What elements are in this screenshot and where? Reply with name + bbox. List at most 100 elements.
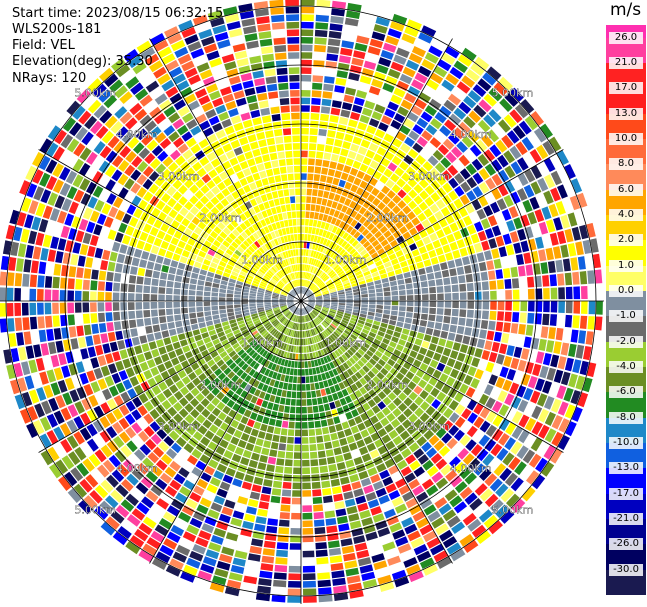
velocity-gate — [65, 170, 78, 185]
velocity-gate — [296, 391, 301, 399]
velocity-gate — [199, 156, 210, 167]
velocity-gate — [231, 190, 240, 200]
velocity-gate — [107, 135, 120, 149]
velocity-gate — [373, 275, 381, 281]
velocity-gate — [341, 545, 355, 554]
velocity-gate — [456, 141, 468, 153]
velocity-gate — [419, 390, 429, 400]
velocity-gate — [284, 267, 289, 274]
velocity-gate — [284, 328, 289, 335]
velocity-gate — [226, 399, 235, 408]
velocity-gate — [312, 189, 318, 197]
velocity-gate — [504, 278, 512, 289]
velocity-gate — [261, 279, 269, 284]
velocity-gate — [392, 230, 402, 239]
velocity-gate — [557, 184, 568, 199]
velocity-gate — [329, 555, 343, 564]
velocity-gate — [189, 492, 202, 503]
velocity-gate — [344, 560, 358, 569]
velocity-gate — [265, 323, 272, 329]
velocity-gate — [109, 251, 118, 262]
velocity-gate — [363, 353, 371, 361]
velocity-gate — [452, 292, 459, 300]
velocity-gate — [236, 260, 244, 267]
velocity-gate — [203, 291, 211, 297]
velocity-gate — [281, 390, 287, 398]
velocity-gate — [538, 408, 550, 423]
velocity-gate — [564, 404, 576, 419]
velocity-gate — [298, 361, 301, 368]
velocity-gate — [332, 319, 340, 325]
velocity-gate — [285, 275, 290, 282]
velocity-gate — [358, 146, 368, 156]
velocity-gate — [144, 53, 160, 66]
velocity-gate — [490, 290, 497, 300]
velocity-gate — [339, 530, 352, 539]
velocity-gate — [225, 532, 239, 542]
velocity-gate — [105, 292, 112, 301]
velocity-gate — [266, 168, 274, 177]
velocity-gate — [367, 467, 378, 477]
velocity-gate — [245, 277, 253, 282]
velocity-gate — [178, 196, 188, 206]
velocity-gate — [388, 275, 397, 282]
velocity-gate — [153, 219, 163, 229]
velocity-gate — [377, 235, 386, 243]
velocity-gate — [232, 253, 240, 260]
velocity-gate — [138, 199, 148, 211]
velocity-gate — [221, 276, 229, 282]
velocity-gate — [55, 459, 69, 474]
velocity-gate — [200, 245, 209, 253]
velocity-gate — [296, 384, 301, 391]
velocity-gate — [280, 504, 291, 512]
velocity-gate — [335, 508, 347, 517]
velocity-gate — [167, 322, 175, 330]
velocity-gate — [388, 465, 399, 475]
velocity-gate — [363, 210, 372, 219]
velocity-gate — [486, 330, 495, 341]
velocity-gate — [205, 276, 213, 283]
velocity-gate — [207, 509, 220, 520]
velocity-gate — [499, 98, 513, 112]
velocity-gate — [408, 189, 418, 199]
velocity-gate — [93, 405, 105, 418]
velocity-gate — [449, 268, 457, 277]
velocity-gate — [340, 148, 349, 157]
velocity-gate — [165, 250, 174, 259]
velocity-gate — [110, 489, 124, 503]
velocity-gate — [385, 483, 397, 494]
velocity-gate — [310, 329, 315, 336]
velocity-gate — [443, 316, 451, 324]
velocity-gate — [249, 303, 256, 307]
velocity-gate — [393, 331, 401, 338]
velocity-gate — [166, 505, 180, 517]
velocity-gate — [408, 442, 420, 453]
velocity-gate — [40, 343, 50, 356]
azimuth-spoke — [300, 149, 564, 302]
velocity-gate — [302, 452, 310, 459]
velocity-gate — [232, 510, 245, 520]
velocity-gate — [119, 244, 128, 254]
velocity-gate — [308, 301, 315, 303]
velocity-gate — [371, 187, 380, 197]
velocity-gate — [279, 280, 285, 286]
velocity-gate — [200, 398, 210, 408]
velocity-gate — [219, 335, 227, 342]
velocity-gate — [517, 228, 527, 241]
velocity-gate — [308, 297, 315, 300]
velocity-gate — [196, 256, 204, 263]
velocity-gate — [270, 231, 277, 239]
velocity-gate — [272, 303, 279, 306]
velocity-gate — [421, 340, 430, 349]
velocity-gate — [253, 344, 261, 351]
velocity-gate — [493, 331, 502, 342]
velocity-gate — [136, 373, 146, 383]
velocity-gate — [262, 53, 274, 62]
velocity-gate — [550, 398, 562, 413]
velocity-gate — [288, 294, 295, 298]
velocity-gate — [380, 322, 388, 329]
velocity-gate — [139, 94, 153, 107]
velocity-gate — [551, 415, 563, 430]
velocity-gate — [264, 305, 272, 309]
velocity-gate — [245, 366, 252, 374]
